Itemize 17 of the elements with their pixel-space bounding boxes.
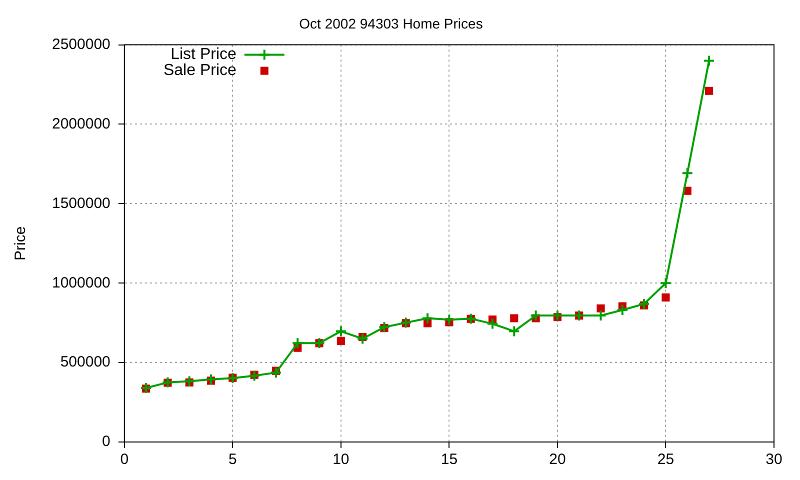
- y-tick-label: 2000000: [52, 115, 110, 132]
- x-tick-label: 0: [120, 451, 129, 468]
- x-tick-label: 30: [766, 451, 782, 468]
- legend-label: Sale Price: [163, 62, 236, 80]
- y-tick-label: 500000: [60, 354, 110, 371]
- x-tick-label: 20: [549, 451, 566, 468]
- y-tick-label: 2500000: [52, 36, 110, 53]
- legend-label: List Price: [170, 46, 236, 64]
- x-tick-label: 5: [228, 451, 237, 468]
- chart-title: Oct 2002 94303 Home Prices: [299, 15, 483, 32]
- y-tick-label: 0: [102, 433, 110, 450]
- y-tick-label: 1500000: [52, 194, 110, 212]
- x-tick-label: 15: [440, 451, 458, 468]
- x-tick-label: 25: [657, 451, 674, 468]
- x-tick-label: 10: [332, 451, 350, 468]
- y-axis-title: Price: [12, 226, 30, 260]
- y-tick-label: 1000000: [52, 274, 110, 292]
